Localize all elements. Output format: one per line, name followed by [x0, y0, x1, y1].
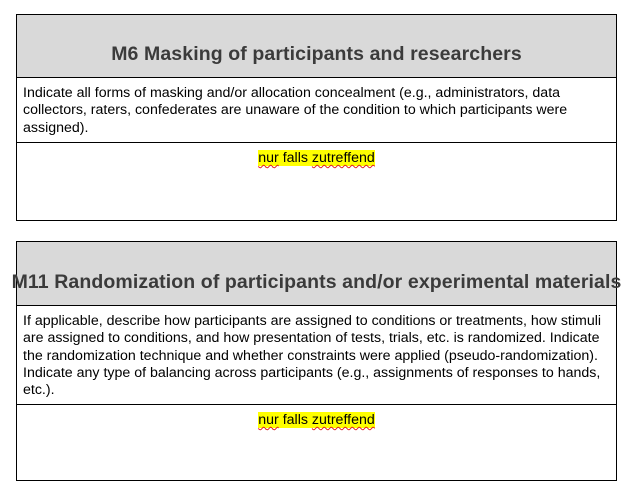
highlighted-answer-text: nur falls zutreffend — [258, 150, 375, 166]
answer-word-falls: falls — [282, 150, 308, 166]
answer-word-nur: nur — [258, 412, 279, 428]
answer-word-nur: nur — [258, 150, 279, 166]
section-header: M11 Randomization of participants and/or… — [12, 242, 621, 306]
answer-word-falls: falls — [282, 412, 308, 428]
section-description: Indicate all forms of masking and/or all… — [17, 78, 616, 143]
highlighted-answer-text: nur falls zutreffend — [258, 412, 375, 428]
answer-word-zutreffend: zutreffend — [311, 150, 375, 166]
section-description: If applicable, describe how participants… — [17, 306, 616, 405]
section-m6-masking: M6 Masking of participants and researche… — [16, 14, 617, 221]
section-title: M6 Masking of participants and researche… — [111, 43, 522, 65]
section-m11-randomization: M11 Randomization of participants and/or… — [12, 241, 621, 481]
section-title: M11 Randomization of participants and/or… — [11, 271, 622, 293]
answer-field[interactable]: nur falls zutreffend — [17, 405, 616, 429]
answer-word-zutreffend: zutreffend — [311, 412, 375, 428]
section-header: M6 Masking of participants and researche… — [17, 15, 616, 78]
answer-field[interactable]: nur falls zutreffend — [17, 143, 616, 167]
